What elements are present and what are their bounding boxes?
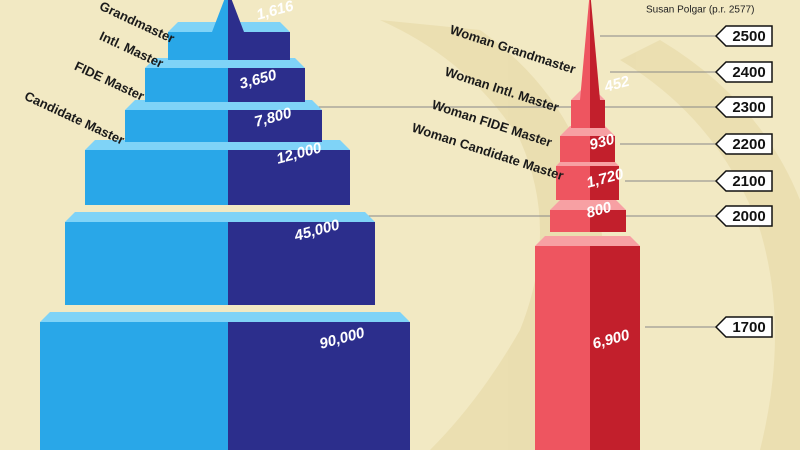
tier-right-face xyxy=(590,210,626,232)
tier-top xyxy=(145,58,305,68)
rating-label: 2500 xyxy=(732,28,765,45)
tier-left-face xyxy=(535,246,590,450)
tier-title: FIDE Master xyxy=(72,58,146,103)
tier-left-face xyxy=(125,110,228,142)
rating-tag xyxy=(714,25,773,47)
rating-tag xyxy=(714,133,773,155)
tier-right-face xyxy=(228,150,350,205)
tier-top xyxy=(125,100,322,110)
tier-top xyxy=(550,200,626,210)
tier-title: Candidate Master xyxy=(22,88,127,147)
tier-left-face xyxy=(168,32,228,60)
spire-left xyxy=(580,0,590,100)
annotation: Susan Polgar (p.r. 2577) xyxy=(646,5,754,16)
rating-tag xyxy=(714,96,773,118)
tier-left-face xyxy=(85,150,228,205)
tier-right-face xyxy=(228,68,305,102)
tier-right-face xyxy=(590,246,640,450)
rating-label: 2200 xyxy=(732,136,765,153)
tier-left-face xyxy=(560,136,590,162)
tier-right-face xyxy=(228,110,322,142)
tier-left-face xyxy=(145,68,228,102)
rating-tag xyxy=(714,316,773,338)
rating-label: 2100 xyxy=(732,173,765,190)
rating-label: 1700 xyxy=(732,319,765,336)
tier-left-face xyxy=(550,210,590,232)
rating-label: 2000 xyxy=(732,208,765,225)
tier-right-face xyxy=(228,32,290,60)
tier-right-face xyxy=(228,222,375,305)
tier-right-face xyxy=(590,166,619,200)
spire-right xyxy=(590,0,600,100)
tier-count: 930 xyxy=(588,131,617,154)
rating-tag xyxy=(714,205,773,227)
tier-top xyxy=(85,140,350,150)
tier-top xyxy=(560,126,615,136)
tier-count: 452 xyxy=(602,73,632,96)
spire-right xyxy=(228,0,244,32)
tier-top xyxy=(65,212,375,222)
tier-count: 1,616 xyxy=(255,0,296,24)
tier-right-face xyxy=(228,322,410,450)
tier-left-face xyxy=(40,322,228,450)
tier-left-face xyxy=(556,166,590,200)
tier-left-face xyxy=(65,222,228,305)
rating-tag xyxy=(714,170,773,192)
tier-top xyxy=(40,312,410,322)
rating-label: 2300 xyxy=(732,99,765,116)
rating-label: 2400 xyxy=(732,64,765,81)
tier-right-face xyxy=(590,100,605,128)
spire-left xyxy=(212,0,228,32)
tier-right-face xyxy=(590,136,615,162)
tier-top xyxy=(535,236,640,246)
rating-tag xyxy=(714,61,773,83)
tier-left-face xyxy=(571,100,590,128)
tier-count: 800 xyxy=(585,199,614,222)
